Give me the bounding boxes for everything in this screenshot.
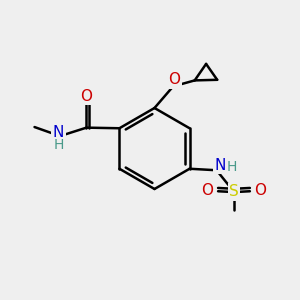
Text: N: N bbox=[214, 158, 226, 173]
Text: O: O bbox=[254, 183, 266, 198]
Text: H: H bbox=[226, 160, 237, 174]
Text: H: H bbox=[53, 138, 64, 152]
Text: O: O bbox=[168, 72, 180, 87]
Text: O: O bbox=[80, 89, 92, 104]
Text: N: N bbox=[53, 125, 64, 140]
Text: O: O bbox=[202, 183, 214, 198]
Text: S: S bbox=[229, 184, 239, 199]
